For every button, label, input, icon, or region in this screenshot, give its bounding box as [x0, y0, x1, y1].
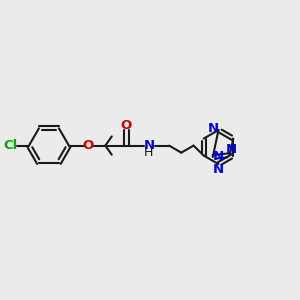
Text: N: N — [208, 122, 219, 135]
Text: H: H — [144, 146, 154, 159]
Text: N: N — [212, 151, 224, 164]
Text: N: N — [143, 139, 155, 152]
Text: N: N — [226, 143, 237, 156]
Text: Cl: Cl — [4, 139, 18, 152]
Text: O: O — [121, 118, 132, 131]
Text: N: N — [213, 164, 224, 176]
Text: O: O — [82, 139, 94, 152]
